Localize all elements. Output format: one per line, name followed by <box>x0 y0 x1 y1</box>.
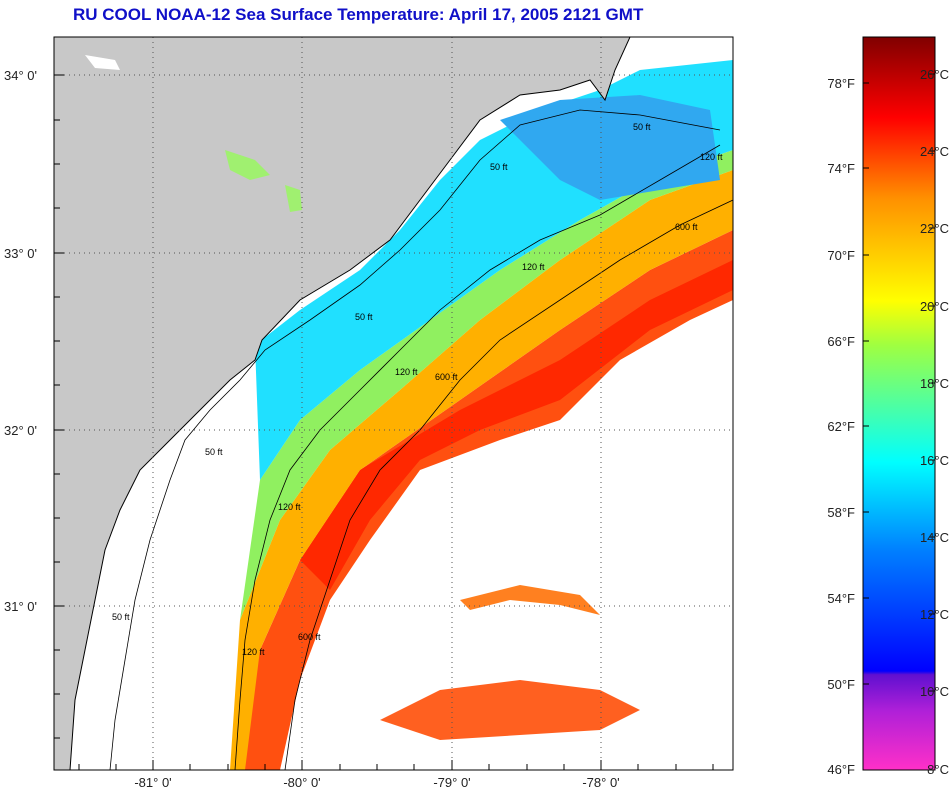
lat-tick-label: 34° 0' <box>4 68 37 83</box>
fahrenheit-label: 54°F <box>827 591 855 606</box>
fahrenheit-label: 66°F <box>827 334 855 349</box>
map-title: RU COOL NOAA-12 Sea Surface Temperature:… <box>73 5 644 24</box>
lon-tick-label: -81° 0' <box>134 775 171 790</box>
inland-patch <box>225 150 270 180</box>
celsius-label: 10°C <box>920 684 949 699</box>
lon-tick-label: -79° 0' <box>433 775 470 790</box>
isobath-120ft <box>234 144 721 770</box>
inland-patch <box>285 185 302 212</box>
contour-label: 50 ft <box>355 312 373 322</box>
celsius-label: 26°C <box>920 67 949 82</box>
contour-label: 120 ft <box>395 367 418 377</box>
inland-patch <box>85 55 120 70</box>
lon-tick-label: -78° 0' <box>582 775 619 790</box>
celsius-label: 18°C <box>920 376 949 391</box>
contour-label: 50 ft <box>490 162 508 172</box>
lat-tick-label: 32° 0' <box>4 423 37 438</box>
contour-label: 120 ft <box>242 647 265 657</box>
warm-eddy-arc <box>460 585 600 615</box>
colorbar-ticks <box>863 73 935 692</box>
coastline <box>69 37 631 770</box>
lon-tick-label: -80° 0' <box>283 775 320 790</box>
contour-label: 50 ft <box>633 122 651 132</box>
lat-ticks <box>54 74 64 739</box>
contour-label: 120 ft <box>700 152 723 162</box>
fahrenheit-label: 58°F <box>827 505 855 520</box>
celsius-label: 22°C <box>920 221 949 236</box>
celsius-label: 16°C <box>920 453 949 468</box>
celsius-label: 12°C <box>920 607 949 622</box>
contour-label: 600 ft <box>435 372 458 382</box>
lon-ticks <box>78 760 714 770</box>
warm-eddy-patch <box>380 680 640 740</box>
fahrenheit-label: 46°F <box>827 762 855 777</box>
transition-band <box>230 170 733 770</box>
fahrenheit-label: 74°F <box>827 161 855 176</box>
map-area <box>54 37 733 770</box>
contour-label: 600 ft <box>298 632 321 642</box>
fahrenheit-label: 70°F <box>827 248 855 263</box>
lat-tick-label: 33° 0' <box>4 246 37 261</box>
land-mass <box>54 37 630 770</box>
lat-tick-label: 31° 0' <box>4 599 37 614</box>
colorbar-gradient <box>862 36 936 771</box>
cold-blue-patch <box>500 95 720 200</box>
contour-label: 50 ft <box>205 447 223 457</box>
fahrenheit-label: 78°F <box>827 76 855 91</box>
contour-label: 50 ft <box>112 612 130 622</box>
contour-label: 120 ft <box>278 502 301 512</box>
celsius-label: 14°C <box>920 530 949 545</box>
fahrenheit-label: 50°F <box>827 677 855 692</box>
gulf-stream-warm-band <box>230 230 733 770</box>
grid-lines <box>54 37 733 770</box>
contour-label: 600 ft <box>675 222 698 232</box>
map-border <box>53 36 734 771</box>
celsius-label: 8°C <box>927 762 949 777</box>
contour-labels: 50 ft 50 ft 50 ft 120 ft 120 ft 120 ft 1… <box>112 122 723 657</box>
warm-band-inner <box>300 260 733 590</box>
colorbar: 78°F 74°F 70°F 66°F 62°F 58°F 54°F 50°F … <box>827 36 949 777</box>
celsius-label: 20°C <box>920 299 949 314</box>
celsius-label: 24°C <box>920 144 949 159</box>
isobath-50ft <box>109 109 721 770</box>
contour-label: 120 ft <box>522 262 545 272</box>
fahrenheit-label: 62°F <box>827 419 855 434</box>
